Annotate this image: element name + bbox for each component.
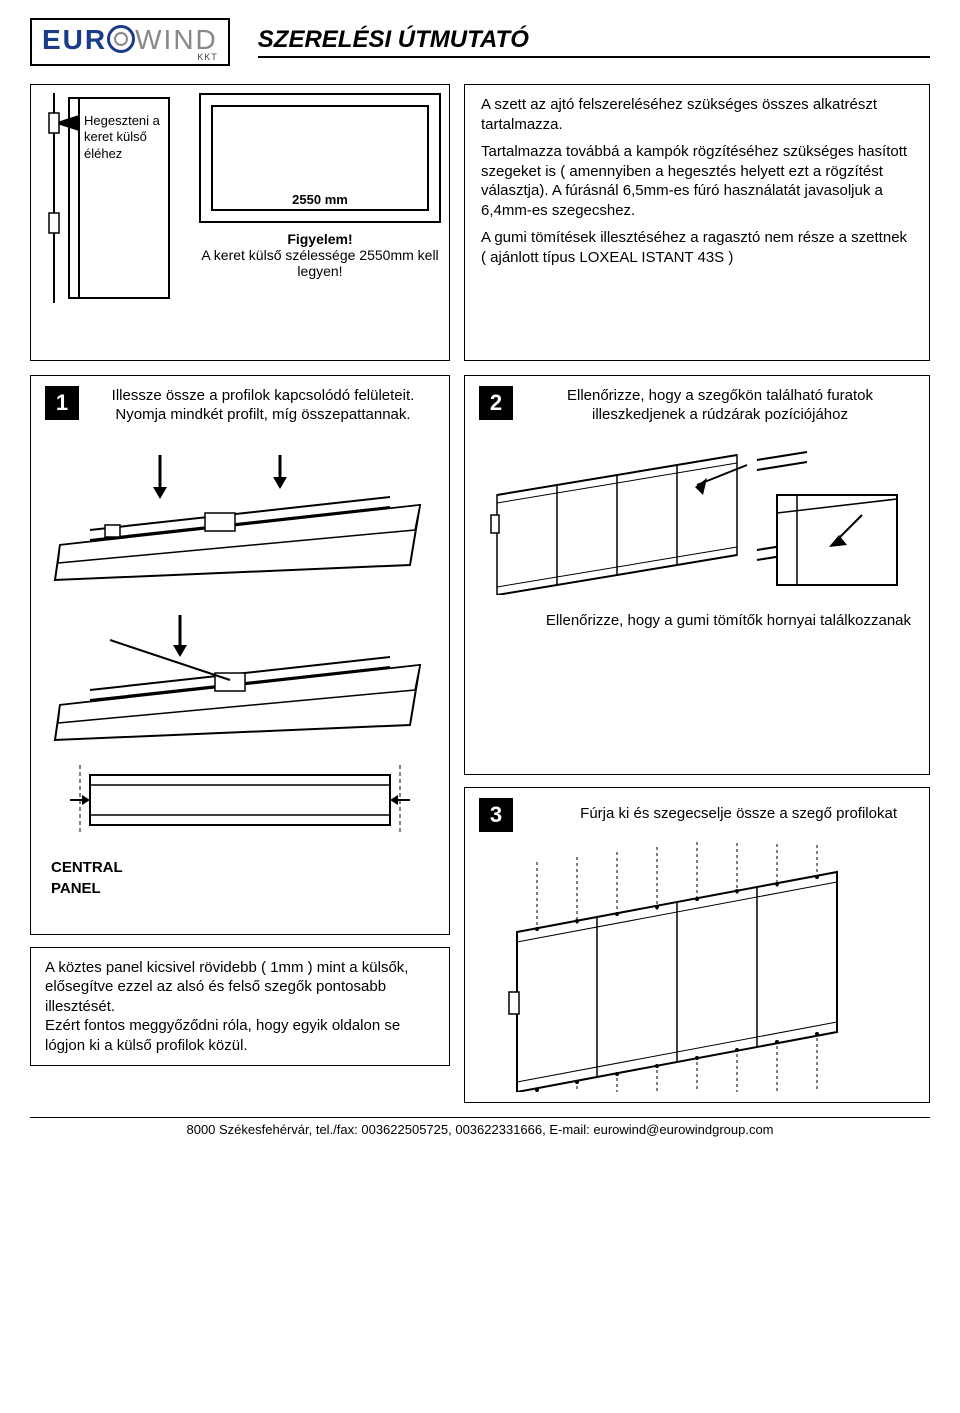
step3-text: Fúrja ki és szegecselje össze a szegő pr… [525, 798, 915, 826]
step1-box: 1 Illessze össze a profilok kapcsolódó f… [30, 375, 450, 935]
panel-note-box: A köztes panel kicsivel rövidebb ( 1mm )… [30, 947, 450, 1067]
central-panel-illustration [50, 755, 430, 845]
page-title: SZERELÉSI ÚTMUTATÓ [258, 26, 930, 58]
logo-part2: WIND [135, 24, 218, 55]
intro-p2: Tartalmazza továbbá a kampók rögzítéséhe… [481, 142, 913, 220]
intro-p3: A gumi tömítések illesztéséhez a ragaszt… [481, 228, 913, 267]
footer: 8000 Székesfehérvár, tel./fax: 003622505… [30, 1117, 930, 1137]
panel-note-p2: Ezért fontos meggyőződni róla, hogy egyi… [45, 1016, 435, 1055]
rivet-illustration [487, 842, 907, 1092]
logo-ring-icon [107, 25, 135, 53]
warning-text: A keret külső szélessége 2550mm kell leg… [199, 247, 441, 279]
step3-num: 3 [479, 798, 513, 832]
step2-box: 2 Ellenőrizze, hogy a szegőkön található… [464, 375, 930, 775]
logo-part1: EUR [42, 24, 107, 55]
frame-dim-sketch: 2550 mm [199, 93, 441, 223]
step2-text: Ellenőrizze, hogy a szegőkön található f… [525, 386, 915, 425]
step1-num: 1 [45, 386, 79, 420]
intro-right-box: A szett az ajtó felszereléséhez szüksége… [464, 84, 930, 361]
step1-text: Illessze össze a profilok kapcsolódó fel… [91, 386, 435, 425]
profile-snap-illustration-2 [50, 595, 430, 745]
step2-bottom-text: Ellenőrizze, hogy a gumi tömítők hornyai… [465, 605, 929, 641]
step3-box: 3 Fúrja ki és szegecselje össze a szegő … [464, 787, 930, 1103]
header: EURWIND KKT SZERELÉSI ÚTMUTATÓ [30, 18, 930, 66]
panel-note-p1: A köztes panel kicsivel rövidebb ( 1mm )… [45, 958, 435, 1017]
frame-dim-label: 2550 mm [201, 192, 439, 207]
profile-snap-illustration-1 [50, 435, 430, 585]
intro-p1: A szett az ajtó felszereléséhez szüksége… [481, 95, 913, 134]
panel-align-illustration [487, 435, 907, 595]
warning-title: Figyelem! [199, 231, 441, 247]
central-label-1: CENTRAL [31, 855, 449, 876]
step2-num: 2 [479, 386, 513, 420]
intro-left-box: Hegeszteni a keret külső éléhez 2550 mm … [30, 84, 450, 361]
logo: EURWIND KKT [30, 18, 230, 66]
central-label-2: PANEL [31, 876, 449, 897]
weld-note: Hegeszteni a keret külső éléhez [84, 113, 174, 162]
